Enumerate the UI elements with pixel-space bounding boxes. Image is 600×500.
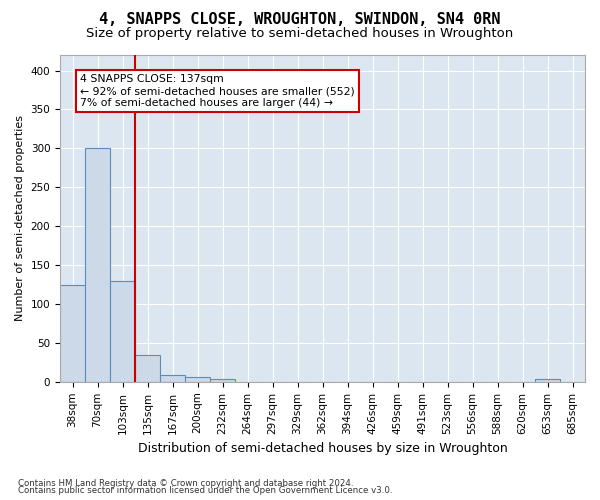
- Bar: [535, 378, 560, 382]
- Y-axis label: Number of semi-detached properties: Number of semi-detached properties: [15, 116, 25, 322]
- Bar: [85, 148, 110, 382]
- Text: Size of property relative to semi-detached houses in Wroughton: Size of property relative to semi-detach…: [86, 28, 514, 40]
- Bar: [60, 284, 85, 382]
- Text: Contains public sector information licensed under the Open Government Licence v3: Contains public sector information licen…: [18, 486, 392, 495]
- Text: 4, SNAPPS CLOSE, WROUGHTON, SWINDON, SN4 0RN: 4, SNAPPS CLOSE, WROUGHTON, SWINDON, SN4…: [99, 12, 501, 28]
- Bar: [135, 354, 160, 382]
- Bar: [160, 375, 185, 382]
- Text: Contains HM Land Registry data © Crown copyright and database right 2024.: Contains HM Land Registry data © Crown c…: [18, 478, 353, 488]
- Bar: [110, 280, 135, 382]
- Bar: [185, 377, 210, 382]
- Text: 4 SNAPPS CLOSE: 137sqm
← 92% of semi-detached houses are smaller (552)
7% of sem: 4 SNAPPS CLOSE: 137sqm ← 92% of semi-det…: [80, 74, 355, 108]
- Bar: [210, 378, 235, 382]
- X-axis label: Distribution of semi-detached houses by size in Wroughton: Distribution of semi-detached houses by …: [137, 442, 508, 455]
